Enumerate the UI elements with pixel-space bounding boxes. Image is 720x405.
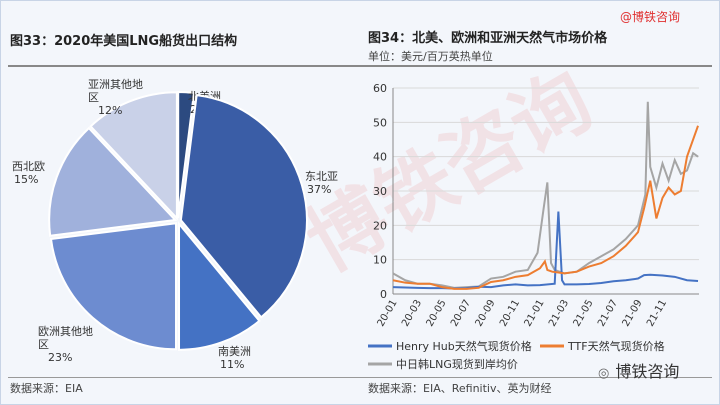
footer-divider: [8, 377, 712, 378]
x-tick-label: 20-03: [400, 298, 424, 329]
x-tick-label: 21-07: [596, 298, 620, 329]
footer-logo-text: 博铁咨询: [615, 362, 680, 381]
y-tick-label: 20: [373, 219, 387, 232]
series-line: [392, 125, 699, 290]
legend-label: 中日韩LNG现货到岸均价: [396, 357, 518, 371]
y-tick-label: 30: [373, 185, 387, 198]
legend-label: Henry Hub天然气现货价格: [396, 339, 532, 353]
x-tick-label: 20-11: [498, 298, 522, 329]
pie-slice-pct: 11%: [220, 358, 244, 371]
pie-slice-pct: 15%: [14, 173, 38, 186]
left-chart-title: 图33：2020年美国LNG船货出口结构: [10, 34, 238, 49]
brand-label: @博铁咨询: [620, 10, 681, 24]
pie-label-line: 东北亚: [305, 170, 338, 183]
legend-label: TTF天然气现货价格: [567, 339, 665, 353]
y-tick-label: 60: [373, 82, 387, 95]
y-tick-label: 50: [373, 116, 387, 129]
pie-chart: 北美洲2%东北亚37%南美洲11%欧洲其他地区23%西北欧15%亚洲其他地区12…: [12, 78, 338, 371]
pie-slice-label: 南美洲: [218, 345, 251, 358]
pie-slice: [177, 91, 196, 219]
x-tick-label: 20-07: [449, 298, 473, 329]
x-tick-label: 20-05: [425, 298, 449, 329]
header-divider: [8, 65, 712, 67]
x-tick-label: 21-09: [621, 298, 645, 329]
pie-slice-pct: 12%: [98, 104, 122, 117]
pie-slice-label: 亚洲其他地区: [88, 78, 143, 104]
pie-slice-label: 东北亚: [305, 170, 338, 183]
pie-label-line: 区: [88, 91, 99, 104]
x-tick-label: 20-01: [376, 298, 400, 329]
left-source: 数据来源：EIA: [10, 382, 83, 395]
pie-slice: [179, 94, 308, 319]
unit-label: 单位：美元/百万英热单位: [368, 50, 493, 63]
pie-label-line: 亚洲其他地: [88, 78, 143, 91]
y-tick-label: 0: [380, 288, 387, 301]
series-line: [392, 211, 699, 290]
pie-slice-pct: 37%: [307, 183, 331, 196]
y-tick-label: 40: [373, 151, 387, 164]
x-tick-label: 21-11: [645, 298, 669, 329]
x-tick-label: 21-05: [572, 298, 596, 329]
right-chart-title: 图34：北美、欧洲和亚洲天然气市场价格: [368, 31, 608, 46]
right-source: 数据来源：EIA、Refinitiv、英为财经: [368, 382, 552, 395]
line-chart: 0 10 20 30 40 50 60 20-01 20-03 20-05 20-07 20-09 20…: [368, 82, 699, 371]
x-tick-label: 21-03: [547, 298, 571, 329]
pie-slice: [89, 91, 178, 221]
pie-slice: [48, 126, 178, 237]
pie-slice-label: 西北欧: [12, 160, 45, 173]
pie-label-line: 欧洲其他地: [38, 325, 93, 338]
pie-label-line: 区: [38, 338, 49, 351]
footer-logo: ◎ 博铁咨询: [598, 358, 679, 382]
pie-slice: [49, 222, 178, 351]
pie-slice-label: 欧洲其他地区: [38, 325, 93, 351]
y-tick-label: 10: [373, 254, 387, 267]
pie-slice: [178, 221, 261, 351]
pie-label-line: 西北欧: [12, 160, 45, 173]
x-tick-label: 21-01: [523, 298, 547, 329]
pie-slice-pct: 23%: [48, 351, 72, 364]
wechat-icon: ◎: [598, 366, 610, 381]
x-tick-label: 20-09: [474, 298, 498, 329]
pie-label-line: 南美洲: [218, 345, 251, 358]
